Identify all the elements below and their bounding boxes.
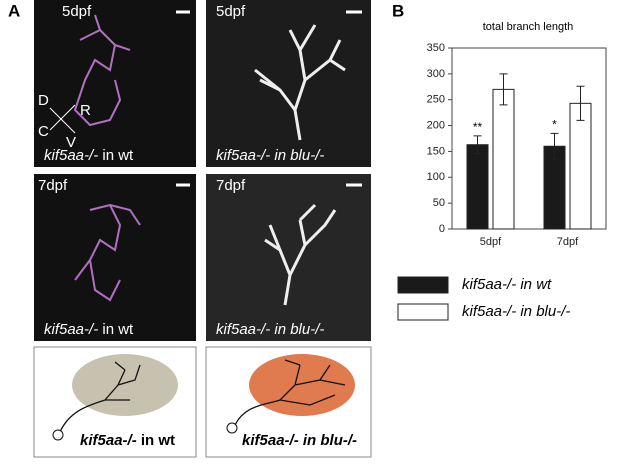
- diagram: kif5aa-/- in wt: [33, 346, 197, 458]
- image-age: 5dpf: [62, 3, 92, 20]
- error-bar: [473, 135, 482, 154]
- image-panel: 5dpf D R C V kif5aa-/- in wt: [34, 0, 196, 167]
- diagram: kif5aa-/- in blu-/-: [205, 346, 372, 458]
- y-tick-label: 350: [427, 42, 445, 54]
- legend-swatch: [397, 303, 449, 321]
- diagram-caption: kif5aa-/- in wt: [80, 432, 175, 449]
- image-caption: kif5aa-/- in wt: [44, 321, 134, 338]
- x-tick-label: 7dpf: [557, 236, 579, 248]
- significance-label: *: [552, 118, 557, 132]
- orientation-label: R: [80, 102, 91, 119]
- legend-label: kif5aa-/- in wt: [462, 276, 552, 293]
- image-caption: kif5aa-/- in wt: [44, 147, 134, 164]
- caption-gene: kif5aa-/-: [242, 432, 299, 449]
- image-panel: 7dpf kif5aa-/- in wt: [34, 174, 196, 341]
- caption-gene: kif5aa-/-: [216, 147, 270, 164]
- plot-frame: [451, 47, 607, 230]
- bar: [492, 88, 515, 230]
- error-bar: [550, 132, 559, 160]
- image-age: 5dpf: [216, 3, 246, 20]
- image-panel: 7dpf kif5aa-/- in blu-/-: [206, 174, 371, 341]
- y-tick-label: 250: [427, 94, 445, 106]
- orientation-label: D: [38, 92, 49, 109]
- y-tick-label: 150: [427, 145, 445, 157]
- y-tick-label: 300: [427, 68, 445, 80]
- y-tick-label: 100: [427, 171, 445, 183]
- orientation-label: C: [38, 123, 49, 140]
- caption-gene: kif5aa-/-: [44, 321, 98, 338]
- chart-title: total branch length: [483, 21, 574, 33]
- bar: [569, 102, 592, 230]
- caption-gene: kif5aa-/-: [80, 432, 137, 449]
- legend-label: kif5aa-/- in blu-/-: [462, 303, 570, 320]
- image-age: 7dpf: [216, 177, 246, 194]
- x-tick-label: 5dpf: [480, 236, 502, 248]
- legend-swatch: [397, 276, 449, 294]
- caption-context: in wt: [141, 432, 175, 449]
- panel-label: A: [8, 1, 20, 20]
- caption-context: in blu-/-: [274, 147, 324, 164]
- error-bar: [499, 73, 508, 106]
- caption-gene: kif5aa-/-: [216, 321, 270, 338]
- y-tick-label: 50: [433, 197, 445, 209]
- y-tick-label: 0: [439, 223, 445, 235]
- image-age: 7dpf: [38, 177, 68, 194]
- bar: [466, 144, 489, 230]
- caption-context: in wt: [102, 147, 134, 164]
- image-caption: kif5aa-/- in blu-/-: [216, 147, 324, 164]
- image-caption: kif5aa-/- in blu-/-: [216, 321, 324, 338]
- panel-label: B: [392, 1, 404, 20]
- caption-gene: kif5aa-/-: [44, 147, 98, 164]
- y-tick-label: 200: [427, 119, 445, 131]
- caption-context: in wt: [102, 321, 134, 338]
- caption-context: in blu-/-: [303, 432, 357, 449]
- image-panel: 5dpf kif5aa-/- in blu-/-: [206, 0, 371, 167]
- error-bar: [576, 85, 585, 121]
- caption-context: in blu-/-: [274, 321, 324, 338]
- significance-label: **: [473, 120, 483, 134]
- bar-chart: total branch length 0 50 100 150 200 250 300 35…: [397, 21, 607, 321]
- orientation-label: V: [66, 134, 76, 151]
- diagram-caption: kif5aa-/- in blu-/-: [242, 432, 357, 449]
